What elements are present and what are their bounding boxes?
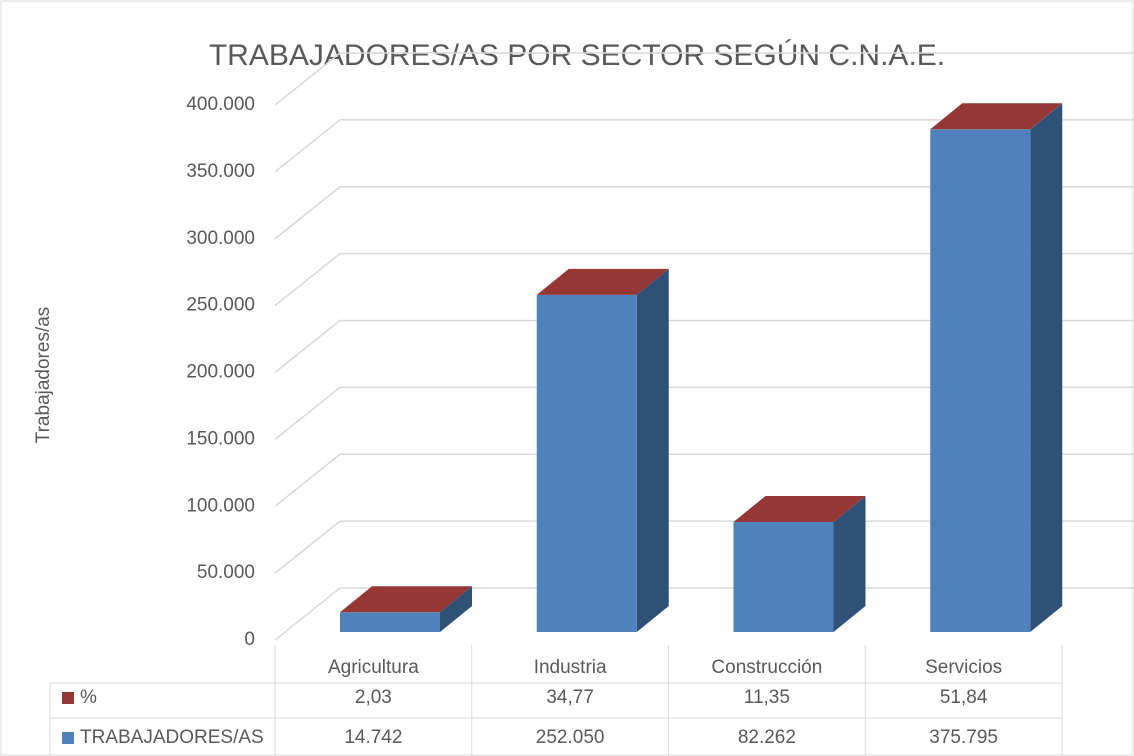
y-tick-label: 150.000 (186, 428, 255, 449)
y-tick-label: 0 (244, 629, 255, 650)
chart-title: TRABAJADORES/AS POR SECTOR SEGÚN C.N.A.E… (209, 39, 945, 72)
y-tick-label: 300.000 (186, 228, 255, 249)
bar-top (536, 268, 669, 295)
x-tick-label: Construcción (711, 657, 822, 678)
data-label: 82.262 (738, 727, 796, 748)
x-tick-label: Industria (534, 657, 607, 678)
x-tick-label: Agricultura (328, 657, 419, 678)
bar-side (440, 586, 472, 632)
bar-side (833, 495, 866, 632)
data-label: 375.795 (929, 727, 998, 748)
bar (930, 129, 1031, 632)
grid-line (274, 252, 1134, 307)
grid-line (274, 520, 1134, 574)
grid-line (274, 186, 1134, 240)
legend-swatch (62, 692, 74, 704)
bar (733, 521, 834, 632)
bar-top (733, 495, 866, 522)
y-tick-label: 100.000 (186, 495, 255, 516)
legend-label: % (80, 687, 97, 708)
bar (340, 612, 440, 632)
legend-label: TRABAJADORES/AS (80, 727, 264, 748)
bar-top (340, 586, 472, 613)
y-tick-label: 250.000 (186, 295, 255, 316)
bar-side (636, 268, 669, 632)
bar-top (930, 103, 1063, 130)
data-label: 11,35 (744, 687, 790, 708)
data-label: 34,77 (546, 687, 594, 708)
grid-line (274, 319, 1134, 374)
grid-line (274, 386, 1134, 440)
data-label: 2,03 (355, 687, 392, 708)
y-axis-label: Trabajadores/as (33, 307, 54, 444)
y-tick-label: 200.000 (186, 362, 255, 383)
grid-line (274, 119, 1134, 173)
grid-line (274, 52, 1134, 106)
y-tick-label: 400.000 (186, 94, 255, 115)
bar-side (1030, 103, 1063, 632)
data-label: 252.050 (536, 727, 605, 748)
y-tick-label: 50.000 (197, 562, 255, 583)
grid-line (274, 587, 1134, 641)
y-tick-label: 350.000 (186, 161, 255, 182)
grid-line (274, 453, 1134, 507)
x-tick-label: Servicios (925, 657, 1002, 678)
data-label: 14.742 (344, 727, 402, 748)
data-label: 51,84 (940, 687, 988, 708)
bar (536, 294, 637, 632)
legend-swatch (62, 732, 74, 744)
